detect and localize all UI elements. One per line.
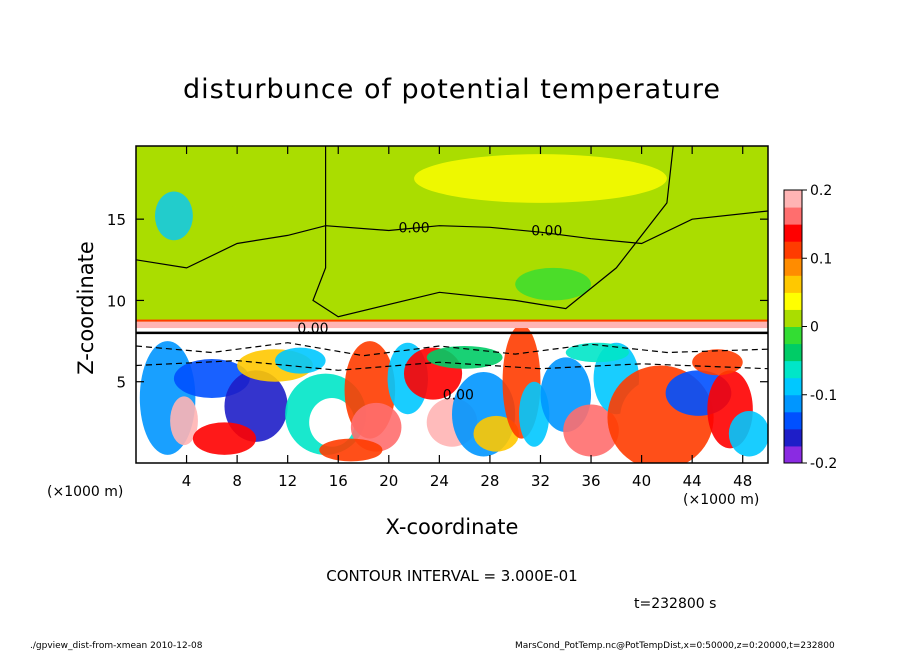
colorbar-segment-4 [784,377,802,396]
upper-patch-1 [192,206,294,272]
x-axis-label: X-coordinate [385,515,519,539]
contour-label-3: 0.00 [443,388,474,404]
plot-frame [135,145,769,464]
contour-line-1 [136,210,768,269]
time-label: t=232800 s [634,596,717,612]
heatmap-blob-3 [224,370,288,442]
upper-patch-3 [338,227,440,277]
contour-line-3 [136,342,768,357]
upper-patch-2 [414,154,667,203]
heatmap-blob-28 [319,438,383,462]
colorbar-segment-12 [784,241,802,259]
y-tick-label-1: 10 [107,292,126,310]
x-tick-label-1: 8 [232,472,242,490]
heatmap-blob-27 [192,422,257,455]
upper-patch-4 [515,267,592,301]
x-tick-label-6: 28 [480,472,499,490]
colorbar-segment-2 [784,411,802,430]
colorbar-segment-15 [784,190,802,208]
colorbar-tick-label-3: -0.1 [810,388,837,404]
y-tick-label-2: 15 [107,211,126,229]
heatmap-blob-8 [350,402,402,452]
footer-right: MarsCond_PotTemp.nc@PotTempDist,x=0:5000… [515,641,835,651]
upper-patch-0 [154,191,193,241]
x-tick-label-3: 16 [329,472,348,490]
heatmap-blob-29 [692,349,743,376]
colorbar-segment-8 [784,309,802,327]
colorbar-segment-5 [784,360,802,379]
colorbar-segment-7 [784,326,802,345]
colorbar-tick-label-2: 0 [810,320,819,336]
x-unit-right: (×1000 m) [683,492,760,508]
x-tick-label-11: 48 [733,472,752,490]
heatmap-blob-23 [728,410,768,457]
colorbar-segment-13 [784,224,802,242]
contour-line-0 [312,146,674,318]
x-tick-label-9: 40 [632,472,651,490]
contour-label-1: 0.00 [531,224,562,240]
contour-interval: CONTOUR INTERVAL = 3.000E-01 [326,567,578,585]
footer-left: ./gpview_dist-from-xmean 2010-12-08 [30,641,203,651]
heatmap-blob-17 [563,404,619,457]
y-axis-label: Z-coordinate [74,241,98,375]
x-tick-label-4: 20 [379,472,398,490]
heatmap-blob-24 [275,347,326,374]
colorbar-tick-label-1: 0.1 [810,251,832,267]
contour-label-2: 0.00 [297,321,328,337]
x-tick-label-0: 4 [182,472,192,490]
heatmap-blob-1 [170,396,198,446]
heatmap-blob-6 [309,397,355,447]
x-tick-label-7: 32 [531,472,550,490]
heatmap-blob-25 [426,345,503,369]
chart-title: disturbunce of potential temperature [183,74,721,105]
x-tick-label-10: 44 [683,472,702,490]
colorbar-segment-10 [784,275,802,293]
x-tick-label-5: 24 [430,472,449,490]
colorbar-segment-6 [784,343,802,362]
heatmap-blob-26 [565,342,629,363]
colorbar-segment-1 [784,428,802,447]
colorbar-tick-label-0: 0.2 [810,183,832,199]
colorbar-segment-0 [784,445,802,464]
colorbar-tick-label-4: -0.2 [810,456,837,472]
contour-label-0: 0.00 [398,220,429,236]
x-unit-left: (×1000 m) [47,484,124,500]
contour-line-4 [136,359,768,371]
inversion-edge [136,319,768,322]
heatmap-blob-13 [473,415,519,452]
y-tick-label-0: 5 [116,374,126,392]
colorbar-segment-9 [784,292,802,310]
heatmap-field: 0.00 0.00 0.00 0.00 [136,146,768,463]
colorbar-segment-14 [784,207,802,225]
x-tick-label-8: 36 [581,472,600,490]
contour-lines [136,146,768,371]
inversion-band [136,321,768,329]
colorbar-segment-11 [784,258,802,276]
x-tick-label-2: 12 [278,472,297,490]
colorbar-segment-3 [784,394,802,413]
